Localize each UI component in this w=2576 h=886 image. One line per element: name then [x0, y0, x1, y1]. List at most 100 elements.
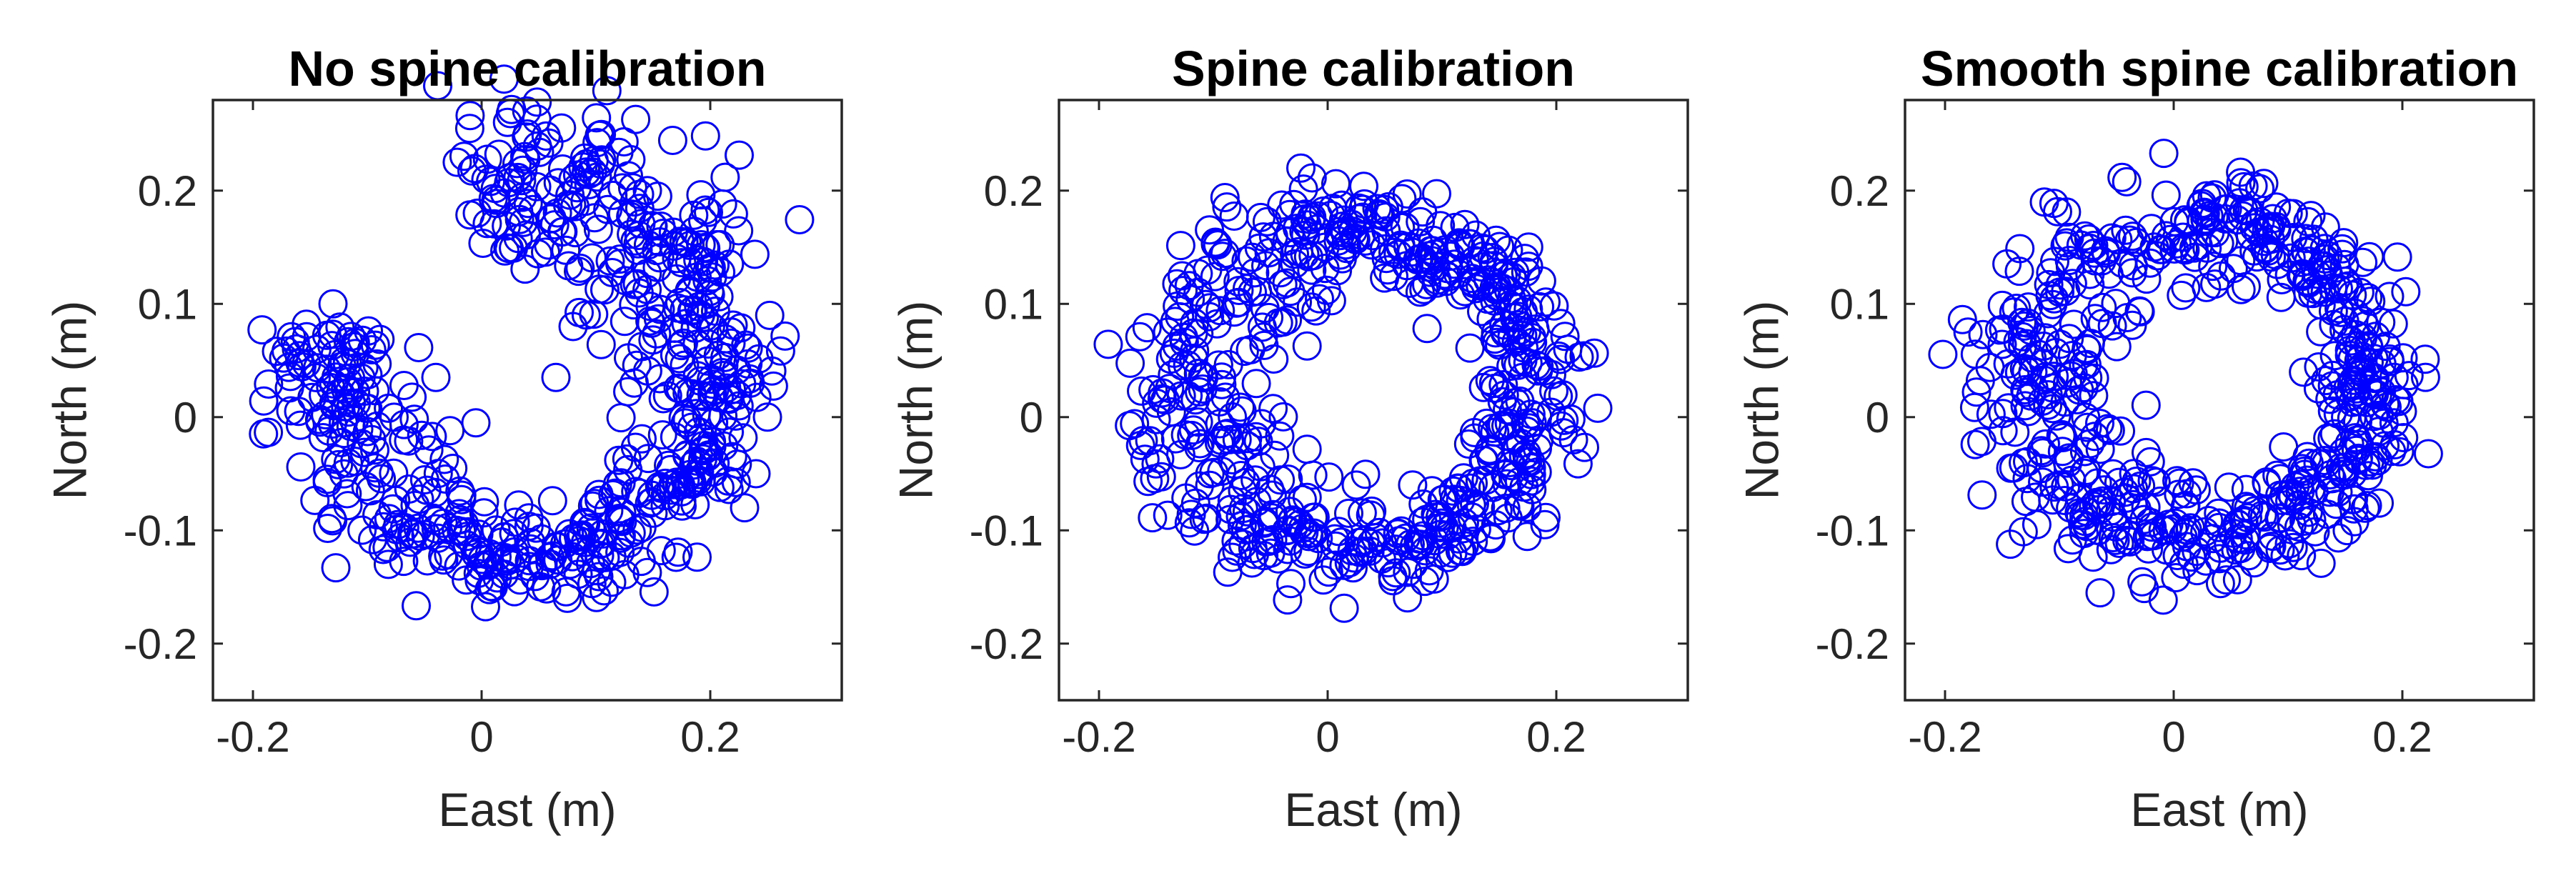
data-point: [595, 246, 625, 276]
data-point: [622, 350, 652, 380]
data-point: [1290, 539, 1320, 569]
data-point: [2226, 246, 2256, 276]
data-point: [2222, 205, 2252, 235]
data-point: [2050, 231, 2080, 261]
data-point: [2264, 504, 2294, 533]
data-point: [565, 253, 595, 283]
data-point: [2331, 402, 2360, 432]
y-tick-label: 0.2: [138, 167, 197, 215]
data-point: [2342, 374, 2372, 404]
data-point: [2306, 548, 2336, 578]
data-point: [1153, 500, 1183, 530]
data-point: [1450, 277, 1480, 307]
data-point: [275, 362, 305, 392]
axes-frame: [1904, 99, 2535, 702]
data-point: [2198, 252, 2228, 282]
data-point: [1512, 522, 1542, 552]
x-axis-label: East (m): [2130, 783, 2308, 836]
data-point: [2028, 438, 2058, 468]
data-point: [710, 324, 740, 354]
data-point: [2143, 241, 2172, 271]
data-point: [1493, 395, 1522, 425]
data-point: [1461, 514, 1491, 544]
data-point: [1297, 163, 1327, 193]
data-point: [1503, 302, 1533, 332]
data-point: [2021, 482, 2050, 512]
data-point: [2304, 352, 2334, 382]
data-point: [354, 316, 384, 346]
data-point: [587, 119, 617, 149]
data-point: [1313, 557, 1343, 587]
data-point: [652, 381, 682, 411]
data-point: [2072, 334, 2102, 364]
data-point: [646, 473, 676, 503]
data-point: [471, 164, 501, 194]
data-point: [1243, 427, 1273, 457]
data-point: [2097, 223, 2127, 253]
data-point: [444, 551, 474, 581]
data-point: [1212, 192, 1242, 222]
data-point: [1517, 322, 1547, 352]
data-point: [586, 329, 616, 359]
data-point: [632, 557, 662, 587]
data-point: [2318, 360, 2347, 390]
data-point: [2314, 260, 2344, 290]
data-point: [684, 417, 714, 447]
data-point: [590, 275, 620, 305]
data-point: [2315, 384, 2345, 414]
data-point: [1482, 327, 1512, 357]
data-point: [558, 312, 588, 342]
data-point: [1153, 317, 1183, 347]
data-point: [457, 156, 487, 186]
data-point: [1321, 550, 1351, 580]
data-point: [1311, 275, 1341, 305]
data-point: [2182, 556, 2212, 586]
data-point: [421, 506, 451, 536]
axes-frame: [1058, 99, 1689, 702]
y-tick-label: -0.1: [970, 507, 1043, 554]
data-point: [1231, 246, 1261, 276]
data-point: [1513, 232, 1543, 262]
data-point: [547, 113, 577, 143]
data-point: [492, 211, 522, 241]
y-tick-label: 0: [174, 394, 197, 442]
data-point: [1273, 464, 1303, 494]
data-point: [1334, 498, 1363, 528]
data-point: [1158, 360, 1188, 390]
data-point: [1338, 553, 1368, 583]
data-point: [587, 145, 617, 175]
data-point: [312, 464, 342, 494]
data-point: [2162, 466, 2192, 496]
x-tick-label: 0.2: [1526, 713, 1586, 761]
data-point: [552, 583, 582, 613]
data-point: [374, 504, 404, 534]
data-point: [2245, 206, 2275, 237]
data-point: [670, 350, 700, 380]
x-tick-label: 0.2: [2372, 713, 2432, 761]
data-point: [1455, 333, 1485, 363]
data-point: [2267, 265, 2297, 294]
data-point: [1517, 408, 1547, 438]
data-point: [1280, 249, 1310, 279]
data-point: [551, 235, 581, 265]
data-point: [1268, 307, 1298, 337]
data-point: [2073, 363, 2103, 393]
data-point: [752, 402, 782, 432]
data-point: [1387, 184, 1417, 214]
data-point: [707, 358, 737, 387]
data-point: [2057, 341, 2087, 370]
data-point: [2366, 307, 2396, 337]
data-point: [2050, 387, 2080, 417]
data-point: [516, 534, 545, 564]
data-point: [1200, 262, 1230, 292]
data-point: [2244, 217, 2274, 247]
data-point: [661, 542, 691, 572]
data-point: [2167, 280, 2197, 310]
y-tick-label: -0.1: [124, 507, 197, 554]
data-point: [2151, 221, 2181, 251]
data-point: [496, 549, 526, 579]
data-point: [2284, 512, 2314, 542]
data-point: [1438, 476, 1468, 506]
data-point: [2132, 264, 2162, 294]
data-point: [331, 392, 361, 422]
